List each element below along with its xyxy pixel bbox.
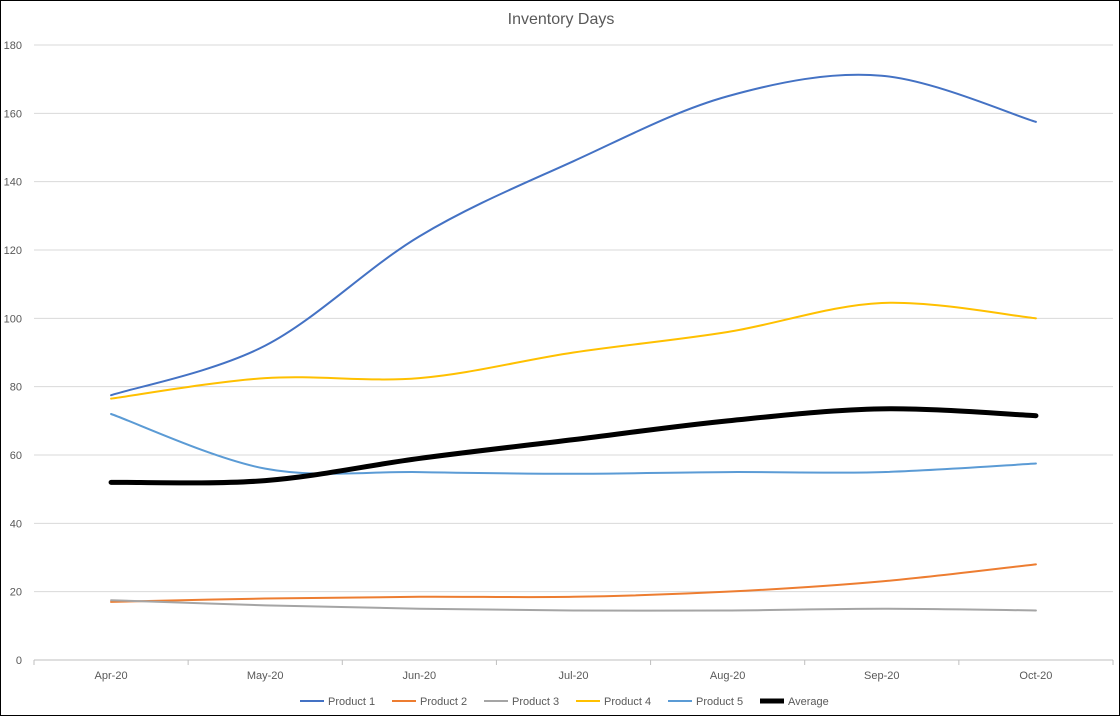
legend-entry: Average <box>760 696 829 708</box>
y-tick-label: 160 <box>4 108 22 120</box>
x-tick-label: Jul-20 <box>559 670 589 682</box>
y-tick-label: 120 <box>4 245 22 257</box>
x-tick-label: Apr-20 <box>95 670 128 682</box>
y-tick-label: 60 <box>10 450 22 462</box>
legend-label: Product 1 <box>328 696 375 708</box>
series-line-product-5 <box>110 413 1037 475</box>
y-tick-label: 180 <box>4 40 22 52</box>
y-tick-label: 80 <box>10 382 22 394</box>
legend-label: Average <box>788 696 829 708</box>
gridlines <box>34 44 1113 593</box>
x-tick-label: Aug-20 <box>710 670 745 682</box>
legend-label: Product 5 <box>696 696 743 708</box>
legend-entry: Product 2 <box>392 696 467 708</box>
y-tick-label: 0 <box>16 655 22 667</box>
axes: 0 20 40 60 80 100 120 140 160 180 Apr-20 May-20 Jun-… <box>4 40 1114 682</box>
y-tick-label: 40 <box>10 518 22 530</box>
legend-entry: Product 5 <box>668 696 743 708</box>
legend-entry: Product 4 <box>576 696 651 708</box>
legend: Product 1 Product 2 Product 3 Product 4 Prod… <box>300 696 829 708</box>
series-line-product-1 <box>110 73 1037 397</box>
legend-entry: Product 3 <box>484 696 559 708</box>
x-tick-label: Oct-20 <box>1019 670 1052 682</box>
series-line-product-3 <box>110 599 1037 612</box>
y-tick-label: 20 <box>10 587 22 599</box>
series-line-product-2 <box>110 563 1037 603</box>
series-line-product-4 <box>110 301 1037 400</box>
legend-entry: Product 1 <box>300 696 375 708</box>
series-line-average <box>108 406 1039 486</box>
x-tick-label: Jun-20 <box>403 670 437 682</box>
x-tick-label: May-20 <box>247 670 284 682</box>
y-tick-label: 100 <box>4 313 22 325</box>
x-tick-label: Sep-20 <box>864 670 899 682</box>
legend-label: Product 3 <box>512 696 559 708</box>
y-tick-label: 140 <box>4 177 22 189</box>
legend-label: Product 4 <box>604 696 651 708</box>
legend-label: Product 2 <box>420 696 467 708</box>
series-lines <box>108 73 1039 612</box>
chart-title: Inventory Days <box>508 11 615 28</box>
